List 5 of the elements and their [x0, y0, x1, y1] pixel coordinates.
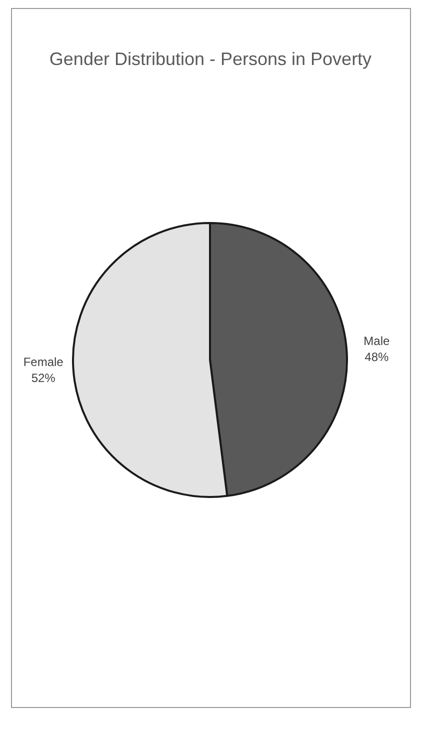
slice-label: Male [363, 334, 390, 348]
slice-label: Female [22, 354, 64, 369]
data-label: 48% [364, 350, 389, 364]
chart-title: Gender Distribution - Persons in Poverty [48, 49, 373, 70]
data-label: 52% [30, 370, 56, 385]
